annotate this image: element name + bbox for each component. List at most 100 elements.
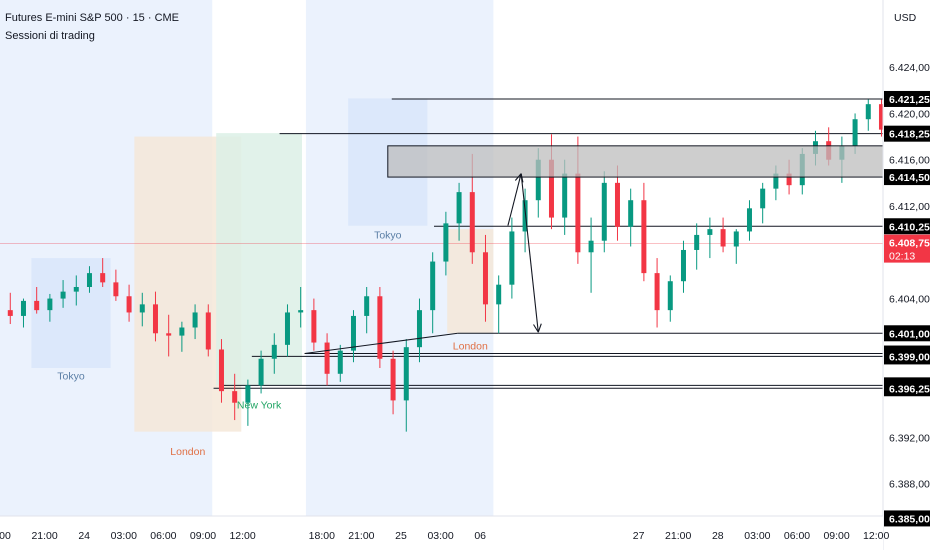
candle-body (417, 310, 422, 347)
candle-body (87, 273, 92, 287)
candle (866, 100, 871, 131)
time-tick-label: 25 (395, 530, 407, 542)
time-tick-label: 12:00 (229, 530, 255, 542)
price-label: 6.421,25 (884, 91, 930, 107)
candle-body (760, 189, 765, 209)
session-label: London (453, 340, 488, 352)
indicator-name[interactable]: Sessioni di trading (5, 30, 95, 42)
session-backgrounds (0, 0, 493, 516)
candle-body (404, 347, 409, 400)
candle (681, 241, 686, 293)
time-tick-label: 18:00 (309, 530, 335, 542)
candle-body (443, 223, 448, 261)
session-box-tokyo (31, 258, 110, 368)
candle-body (589, 241, 594, 253)
candle-body (364, 296, 369, 316)
candle-body (655, 273, 660, 310)
candle-body (602, 183, 607, 241)
session-label: Tokyo (57, 371, 85, 383)
session-box-new-york (216, 133, 302, 385)
candle (628, 189, 633, 247)
arrow-head (538, 324, 541, 332)
price-label-text: 6.418,25 (889, 129, 930, 141)
candle-body (166, 333, 171, 335)
price-label: 6.418,25 (884, 126, 930, 142)
time-tick-label: 06 (474, 530, 486, 542)
candle-body (100, 273, 105, 282)
candle-body (285, 312, 290, 344)
candle-body (430, 262, 435, 311)
price-label: 6.410,25 (884, 218, 930, 234)
time-tick-label: 00 (0, 530, 11, 542)
candle (747, 200, 752, 241)
current-price-label: 6.408,75 (889, 238, 930, 250)
candle-body (391, 359, 396, 401)
time-tick-label: 06:00 (784, 530, 810, 542)
candle-body (470, 192, 475, 252)
candle-body (61, 292, 66, 299)
candle-body (721, 229, 726, 246)
candle (496, 275, 501, 333)
time-tick-label: 21:00 (348, 530, 374, 542)
price-axis[interactable]: USD6.424,006.420,006.416,006.412,006.404… (883, 0, 932, 550)
candle-body (496, 285, 501, 305)
candle-body (747, 208, 752, 231)
candle-body (681, 250, 686, 281)
candle (655, 258, 660, 327)
price-tick-label: 6.424,00 (889, 62, 930, 74)
arrow-2[interactable] (521, 174, 538, 333)
symbol-title[interactable]: Futures E-mini S&P 500 · 15 · CME (5, 12, 179, 24)
candle (721, 218, 726, 253)
time-tick-label: 03:00 (111, 530, 137, 542)
supply-zone[interactable] (388, 146, 883, 177)
arrow-1[interactable] (508, 174, 521, 226)
candle-body (298, 310, 303, 312)
price-tick-label: 6.412,00 (889, 201, 930, 213)
candle-body (694, 235, 699, 250)
time-tick-label: 24 (78, 530, 90, 542)
price-tick-label: 6.420,00 (889, 108, 930, 120)
price-label-text: 6.399,00 (889, 351, 930, 363)
session-label: Tokyo (374, 229, 402, 241)
price-label: 6.399,00 (884, 348, 930, 364)
price-tick-label: 6.392,00 (889, 432, 930, 444)
candle-body (707, 229, 712, 235)
price-label-text: 6.410,25 (889, 221, 930, 233)
candle-body (641, 200, 646, 273)
candle-body (193, 312, 198, 327)
candle-body (615, 183, 620, 227)
price-tick-label: 6.388,00 (889, 479, 930, 491)
currency-label[interactable]: USD (894, 12, 917, 24)
candle-body (628, 200, 633, 227)
candle (602, 171, 607, 252)
candle-body (734, 231, 739, 246)
candle-body (338, 351, 343, 374)
candle-body (74, 287, 79, 292)
time-tick-label: 09:00 (823, 530, 849, 542)
candle-body (866, 104, 871, 119)
candle (734, 229, 739, 264)
candle-body (272, 345, 277, 359)
candle-body (153, 304, 158, 333)
time-tick-label: 12:00 (863, 530, 889, 542)
session-label: London (170, 446, 205, 458)
candle-body (219, 349, 224, 391)
candle-body (21, 301, 26, 316)
candle (589, 218, 594, 293)
candle-body (575, 174, 580, 253)
price-label-text: 6.401,00 (889, 328, 930, 340)
price-label: 6.396,25 (884, 380, 930, 396)
candle-body (113, 282, 118, 296)
price-label-text: 6.385,00 (889, 513, 930, 525)
price-label-text: 6.421,25 (889, 94, 930, 106)
price-label-text: 6.396,25 (889, 383, 930, 395)
price-axis-bg (883, 0, 932, 550)
candle-body (668, 281, 673, 310)
candle-body (562, 174, 567, 218)
candle-body (140, 304, 145, 312)
time-tick-label: 06:00 (150, 530, 176, 542)
candle-body (853, 119, 858, 146)
